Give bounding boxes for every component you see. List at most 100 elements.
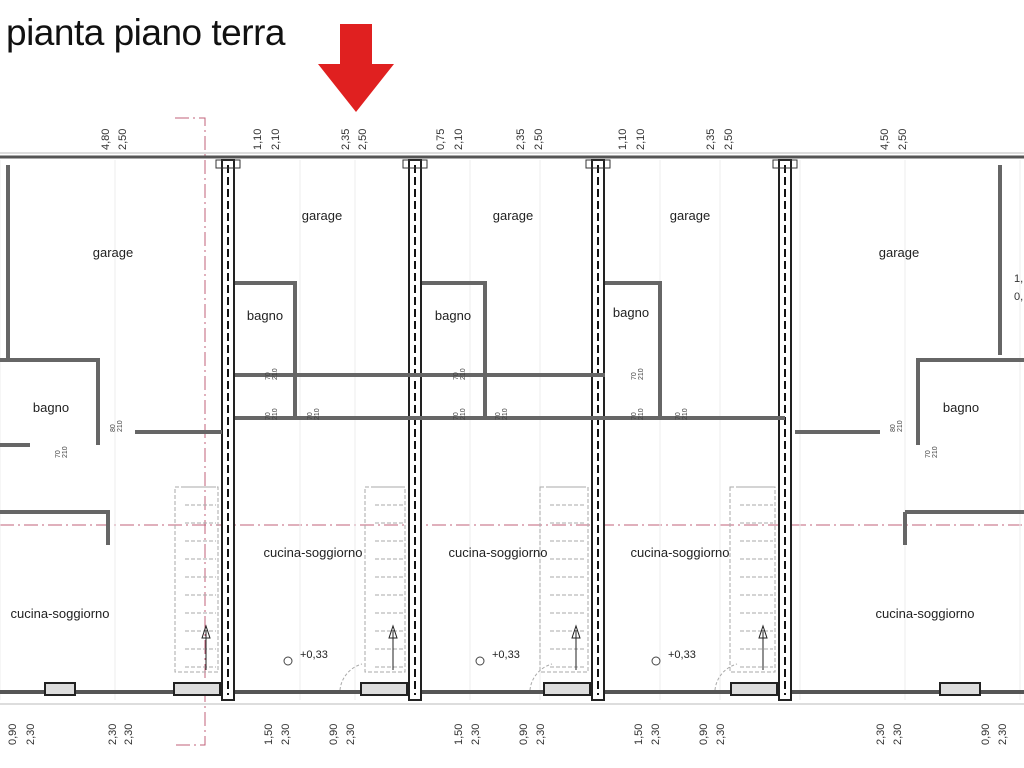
dimension-top: 2,50 — [533, 129, 545, 150]
dimension-bottom: 1,50 — [263, 724, 275, 745]
dimension-top: 2,50 — [117, 129, 129, 150]
bathroom-wall — [262, 281, 602, 420]
door-size-label: 70 — [495, 412, 502, 420]
column — [215, 159, 241, 169]
dimension-top: 2,50 — [723, 129, 735, 150]
column — [772, 159, 798, 169]
stair-arrow-icon — [388, 624, 398, 670]
room-label-bagno: bagno — [435, 308, 471, 323]
door-size-label: 210 — [314, 408, 321, 420]
door-size-label: 210 — [897, 420, 904, 432]
room-label-cucina: cucina-soggiorno — [10, 606, 109, 621]
door-size-label: 210 — [638, 408, 645, 420]
window-sill — [543, 682, 591, 696]
dimension-bottom: 2,30 — [997, 724, 1009, 745]
door-size-label: 70 — [453, 372, 460, 380]
dimension-bottom: 0,90 — [7, 724, 19, 745]
window-sill — [939, 682, 981, 696]
stair-arrow-icon — [571, 624, 581, 670]
level-marker-icon — [283, 656, 293, 666]
room-label-bagno: bagno — [247, 308, 283, 323]
dimension-top: 4,80 — [100, 129, 112, 150]
column — [585, 159, 611, 169]
dimension-bottom: 2,30 — [875, 724, 887, 745]
door-size-label: 210 — [272, 408, 279, 420]
entrance-door-swing — [339, 663, 363, 691]
door-size-label: 80 — [890, 424, 897, 432]
level-marker-icon — [651, 656, 661, 666]
dimension-top: 2,35 — [515, 129, 527, 150]
room-label-cucina: cucina-soggiorno — [875, 606, 974, 621]
dimension-bottom: 1,50 — [453, 724, 465, 745]
room-label-garage: garage — [879, 245, 919, 260]
dimension-bottom: 0,90 — [698, 724, 710, 745]
door-size-label: 80 — [110, 424, 117, 432]
column — [402, 159, 428, 169]
dimension-top: 1,10 — [617, 129, 629, 150]
entrance-door-swing — [714, 663, 738, 691]
window-sill — [730, 682, 778, 696]
dimension-side: 0, — [1014, 291, 1023, 303]
door-size-label: 210 — [62, 446, 69, 458]
room-label-cucina: cucina-soggiorno — [630, 545, 729, 560]
room-label-garage: garage — [493, 208, 533, 223]
internal-wall — [795, 430, 1024, 545]
door-size-label: 70 — [307, 412, 314, 420]
dimension-bottom: 0,90 — [328, 724, 340, 745]
door-size-label: 70 — [453, 412, 460, 420]
level-label: +0,33 — [492, 649, 520, 661]
dimension-bottom: 2,30 — [123, 724, 135, 745]
dimension-top: 1,10 — [252, 129, 264, 150]
dimension-top: 2,10 — [453, 129, 465, 150]
dimension-bottom: 2,30 — [715, 724, 727, 745]
dimension-side: 1, — [1014, 273, 1023, 285]
room-label-garage: garage — [93, 245, 133, 260]
room-label-cucina: cucina-soggiorno — [263, 545, 362, 560]
stair-arrow-icon — [758, 624, 768, 670]
window-sill — [360, 682, 408, 696]
room-label-bagno: bagno — [943, 400, 979, 415]
door-size-label: 210 — [638, 368, 645, 380]
door-size-label: 70 — [265, 372, 272, 380]
bathroom-wall — [235, 281, 415, 420]
down-arrow-icon — [318, 24, 394, 112]
door-size-label: 70 — [675, 412, 682, 420]
door-size-label: 70 — [55, 450, 62, 458]
door-size-label: 210 — [932, 446, 939, 458]
stair-outline — [364, 486, 406, 673]
dimension-bottom: 1,50 — [633, 724, 645, 745]
door-size-label: 210 — [502, 408, 509, 420]
stair-outline — [539, 486, 589, 673]
door-size-label: 70 — [265, 412, 272, 420]
dimension-bottom: 2,30 — [470, 724, 482, 745]
window-sill — [44, 682, 76, 696]
page-title: pianta piano terra — [6, 12, 285, 53]
entrance-door-swing — [529, 663, 553, 691]
dimension-top: 2,50 — [357, 129, 369, 150]
dimension-top: 4,50 — [879, 129, 891, 150]
room-label-cucina: cucina-soggiorno — [448, 545, 547, 560]
bathroom-wall — [0, 165, 100, 447]
dimension-top: 2,35 — [340, 129, 352, 150]
dimension-bottom: 2,30 — [25, 724, 37, 745]
room-label-bagno: bagno — [33, 400, 69, 415]
room-label-garage: garage — [302, 208, 342, 223]
dimension-bottom: 2,30 — [280, 724, 292, 745]
door-size-label: 70 — [925, 450, 932, 458]
door-size-label: 210 — [460, 408, 467, 420]
window-sill — [173, 682, 221, 696]
stair-arrow-icon — [201, 624, 211, 670]
room-label-garage: garage — [670, 208, 710, 223]
stair-outline — [729, 486, 776, 673]
dimension-top: 2,10 — [270, 129, 282, 150]
door-size-label: 210 — [682, 408, 689, 420]
dimension-bottom: 2,30 — [107, 724, 119, 745]
door-size-label: 70 — [631, 372, 638, 380]
dimension-top: 0,75 — [435, 129, 447, 150]
bathroom-wall — [262, 281, 785, 420]
door-size-label: 210 — [117, 420, 124, 432]
room-label-bagno: bagno — [613, 305, 649, 320]
dimension-bottom: 2,30 — [535, 724, 547, 745]
stair-outline — [174, 486, 219, 673]
